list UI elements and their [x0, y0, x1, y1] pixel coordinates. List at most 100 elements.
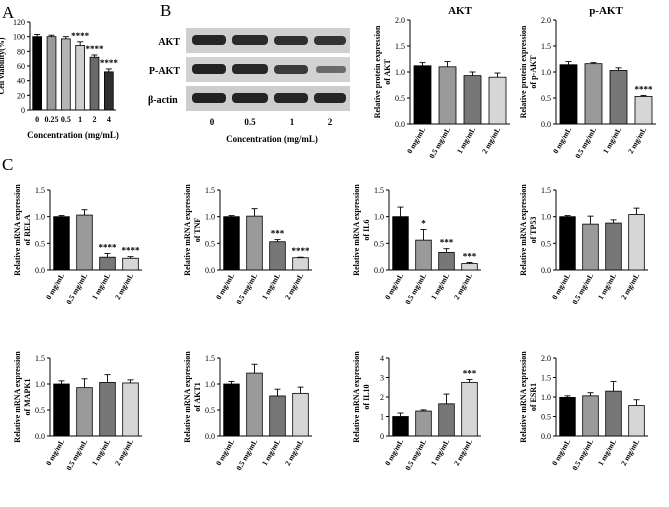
y-tick-label: 0.5 [374, 239, 384, 248]
bar [103, 71, 114, 111]
bar [415, 410, 432, 437]
bar [609, 70, 628, 125]
y-axis-label: Relative mRNA expressionof MAPK1 [13, 351, 32, 443]
x-tick-label: 2 mg/mL [619, 272, 641, 302]
x-tick-label: 2 mg/mL [283, 272, 305, 302]
y-axis-label: Relative mRNA expressionof TP53 [519, 184, 538, 276]
y-tick-label: 1.5 [374, 186, 384, 195]
y-tick-label: 0.0 [205, 432, 215, 441]
x-tick-label: 0 mg/mL [383, 438, 405, 468]
band [192, 64, 226, 74]
bar [392, 216, 409, 271]
blot-row-label: AKT [158, 37, 180, 48]
blot-lane-label: 0.5 [244, 117, 256, 127]
significance-label: **** [122, 246, 141, 256]
band [232, 64, 268, 74]
bar [269, 241, 286, 271]
bar [438, 403, 455, 437]
band [274, 65, 308, 74]
x-tick-label: 2 mg/mL [452, 272, 474, 302]
band [232, 93, 268, 103]
chart-a: 0 20 40 60 80 100 120 Cell viability(%) 0 0.25 0.5… [0, 18, 119, 140]
bar [415, 239, 432, 271]
western-blot: AKT P-AKT β-actin 0 0.5 1 2 Concentratio… [148, 28, 350, 144]
y-tick-label: 1.0 [35, 213, 45, 222]
y-tick-label: 4 [380, 354, 384, 363]
x-tick-label: 1 mg/mL [260, 272, 282, 302]
panel-label-c: C [2, 155, 13, 174]
x-tick-label: 0 mg/mL [550, 272, 572, 302]
bar [634, 96, 653, 125]
x-tick-label: 1 mg/mL [260, 438, 282, 468]
y-tick-label: 1.5 [35, 354, 45, 363]
x-tick-label: 0 mg/mL [405, 126, 427, 156]
x-axis-label: Concentration (mg/mL) [27, 130, 119, 140]
bar [628, 214, 645, 271]
band [314, 93, 346, 103]
y-tick-label: 0.0 [35, 432, 45, 441]
blot-lane-label: 0 [210, 117, 215, 127]
x-tick-label: 0.5 [61, 115, 71, 124]
y-tick-label: 0.0 [35, 266, 45, 275]
bar [223, 216, 240, 271]
x-tick-label: 0.5 mg/mL [570, 438, 595, 472]
x-tick-label: 1 mg/mL [455, 126, 477, 156]
blot-xlabel: Concentration (mg/mL) [226, 134, 318, 144]
bar [392, 416, 409, 437]
y-tick-label: 1.0 [374, 213, 384, 222]
y-tick-label: 1.5 [395, 42, 405, 51]
bar [559, 216, 576, 271]
y-tick-label: 1.0 [395, 68, 405, 77]
y-axis-label: Relative mRNA expressionof IL10 [352, 351, 371, 443]
y-tick-label: 40 [17, 77, 25, 86]
bar [292, 257, 309, 271]
y-axis-label: Relative protein expressionof p-AKT [519, 25, 538, 118]
bar [628, 405, 645, 437]
x-tick-label: 0.5 mg/mL [427, 126, 452, 160]
x-tick-label: 0.5 mg/mL [570, 272, 595, 306]
y-tick-label: 0.0 [395, 120, 405, 129]
y-tick-label: 0.0 [541, 432, 551, 441]
y-tick-label: 120 [13, 18, 25, 27]
y-tick-label: 0.5 [35, 239, 45, 248]
y-tick-label: 0 [380, 432, 384, 441]
y-axis-label: Relative mRNA expressionof TNF [183, 184, 202, 276]
x-tick-label: 1 mg/mL [601, 126, 623, 156]
bar [488, 76, 507, 125]
blot-row-label: P-AKT [149, 66, 180, 77]
y-tick-label: 0.5 [205, 239, 215, 248]
blot-lane-label: 2 [328, 117, 333, 127]
x-tick-label: 2 [93, 115, 97, 124]
panel-label-b: B [160, 1, 171, 20]
bar [53, 383, 70, 437]
y-tick-label: 2 [380, 393, 384, 402]
y-tick-label: 0 [21, 106, 25, 115]
x-tick-label: 0 mg/mL [44, 272, 66, 302]
y-tick-label: 3 [380, 374, 384, 383]
significance-label: **** [100, 58, 119, 68]
bar [582, 223, 599, 271]
y-tick-label: 1.5 [541, 42, 551, 51]
x-tick-label: 0.5 mg/mL [64, 272, 89, 306]
y-axis-label: Relative protein expressionof AKT [373, 25, 392, 118]
bar [438, 66, 457, 125]
y-tick-label: 1.0 [541, 393, 551, 402]
y-tick-label: 1.0 [205, 213, 215, 222]
bar [246, 372, 263, 437]
significance-label: **** [292, 246, 311, 256]
x-tick-label: 0.5 mg/mL [403, 272, 428, 306]
y-axis-label: Cell viability(%) [0, 37, 6, 94]
bar [32, 36, 43, 111]
x-tick-label: 2 mg/mL [619, 438, 641, 468]
y-tick-label: 1.0 [541, 68, 551, 77]
x-tick-label: 1 mg/mL [429, 438, 451, 468]
y-tick-label: 1.0 [541, 213, 551, 222]
x-tick-label: 4 [107, 115, 111, 124]
